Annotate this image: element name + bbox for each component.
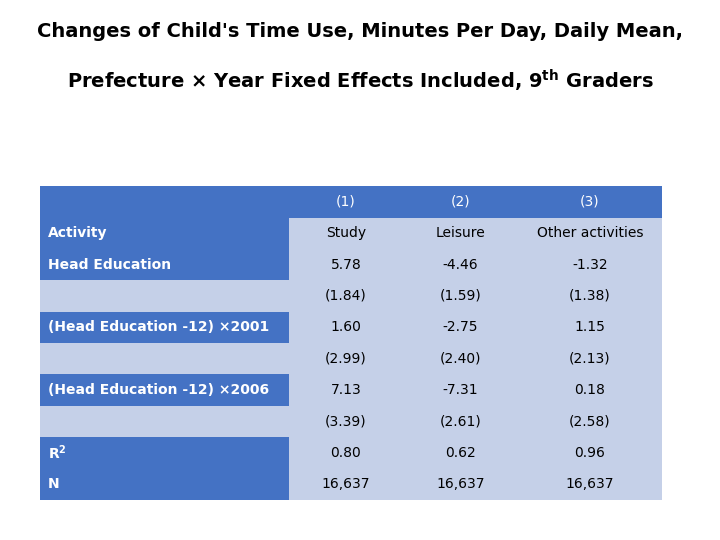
Text: (2): (2)	[451, 195, 470, 209]
Bar	[289, 343, 403, 374]
Bar	[40, 186, 289, 218]
Text: 1.15: 1.15	[575, 320, 606, 334]
Text: Prefecture × Year Fixed Effects Included, 9 Graders: Prefecture × Year Fixed Effects Included…	[76, 68, 644, 86]
Text: (Head Education -12) ×2001: (Head Education -12) ×2001	[48, 320, 269, 334]
Text: Prefecture × Year Fixed Effects Included, 9$^{\mathbf{th}}$ Graders: Prefecture × Year Fixed Effects Included…	[67, 68, 653, 94]
Bar	[403, 218, 518, 249]
Text: (1.38): (1.38)	[569, 289, 611, 303]
Bar	[40, 437, 289, 468]
Bar	[40, 280, 289, 312]
Bar	[403, 437, 518, 468]
Text: (3): (3)	[580, 195, 600, 209]
Bar	[403, 280, 518, 312]
Text: -2.75: -2.75	[443, 320, 478, 334]
Bar	[289, 218, 403, 249]
Bar	[289, 406, 403, 437]
Text: -7.31: -7.31	[443, 383, 478, 397]
Bar	[289, 186, 403, 218]
Bar	[403, 374, 518, 406]
Text: (Head Education -12) ×2006: (Head Education -12) ×2006	[48, 383, 269, 397]
Bar	[289, 468, 403, 500]
Text: Leisure: Leisure	[436, 226, 485, 240]
Bar	[40, 249, 289, 280]
Text: 16,637: 16,637	[322, 477, 370, 491]
Text: (1.59): (1.59)	[440, 289, 482, 303]
Bar	[518, 437, 662, 468]
Text: 5.78: 5.78	[330, 258, 361, 272]
Text: (2.99): (2.99)	[325, 352, 366, 366]
Bar	[40, 374, 289, 406]
Bar	[518, 249, 662, 280]
Text: 0.18: 0.18	[575, 383, 606, 397]
Bar	[518, 280, 662, 312]
Text: 7.13: 7.13	[330, 383, 361, 397]
Text: 16,637: 16,637	[566, 477, 614, 491]
Bar	[403, 186, 518, 218]
Bar	[40, 343, 289, 374]
Text: (1.84): (1.84)	[325, 289, 366, 303]
Bar	[518, 218, 662, 249]
Text: (2.61): (2.61)	[440, 414, 482, 428]
Bar	[40, 468, 289, 500]
Text: 0.62: 0.62	[445, 446, 476, 460]
Bar	[289, 374, 403, 406]
Text: (1): (1)	[336, 195, 356, 209]
Bar	[403, 312, 518, 343]
Text: Head Education: Head Education	[48, 258, 171, 272]
Bar	[518, 312, 662, 343]
Text: R$^{\mathbf{2}}$: R$^{\mathbf{2}}$	[48, 443, 67, 462]
Bar	[289, 280, 403, 312]
Bar	[289, 249, 403, 280]
Text: -4.46: -4.46	[443, 258, 478, 272]
Bar	[403, 406, 518, 437]
Text: -1.32: -1.32	[572, 258, 608, 272]
Text: 0.96: 0.96	[575, 446, 606, 460]
Bar	[518, 374, 662, 406]
Bar	[40, 406, 289, 437]
Text: Changes of Child's Time Use, Minutes Per Day, Daily Mean,: Changes of Child's Time Use, Minutes Per…	[37, 22, 683, 40]
Text: Other activities: Other activities	[536, 226, 643, 240]
Bar	[403, 249, 518, 280]
Text: (2.13): (2.13)	[569, 352, 611, 366]
Bar	[403, 468, 518, 500]
Bar	[518, 343, 662, 374]
Bar	[289, 312, 403, 343]
Bar	[403, 343, 518, 374]
Text: (2.40): (2.40)	[440, 352, 481, 366]
Text: 16,637: 16,637	[436, 477, 485, 491]
Bar	[40, 218, 289, 249]
Bar	[518, 186, 662, 218]
Text: 0.80: 0.80	[330, 446, 361, 460]
Bar	[289, 437, 403, 468]
Text: (2.58): (2.58)	[569, 414, 611, 428]
Bar	[518, 468, 662, 500]
Bar	[40, 312, 289, 343]
Text: (3.39): (3.39)	[325, 414, 366, 428]
Text: Activity: Activity	[48, 226, 108, 240]
Text: 1.60: 1.60	[330, 320, 361, 334]
Text: Study: Study	[326, 226, 366, 240]
Text: N: N	[48, 477, 60, 491]
Bar	[518, 406, 662, 437]
